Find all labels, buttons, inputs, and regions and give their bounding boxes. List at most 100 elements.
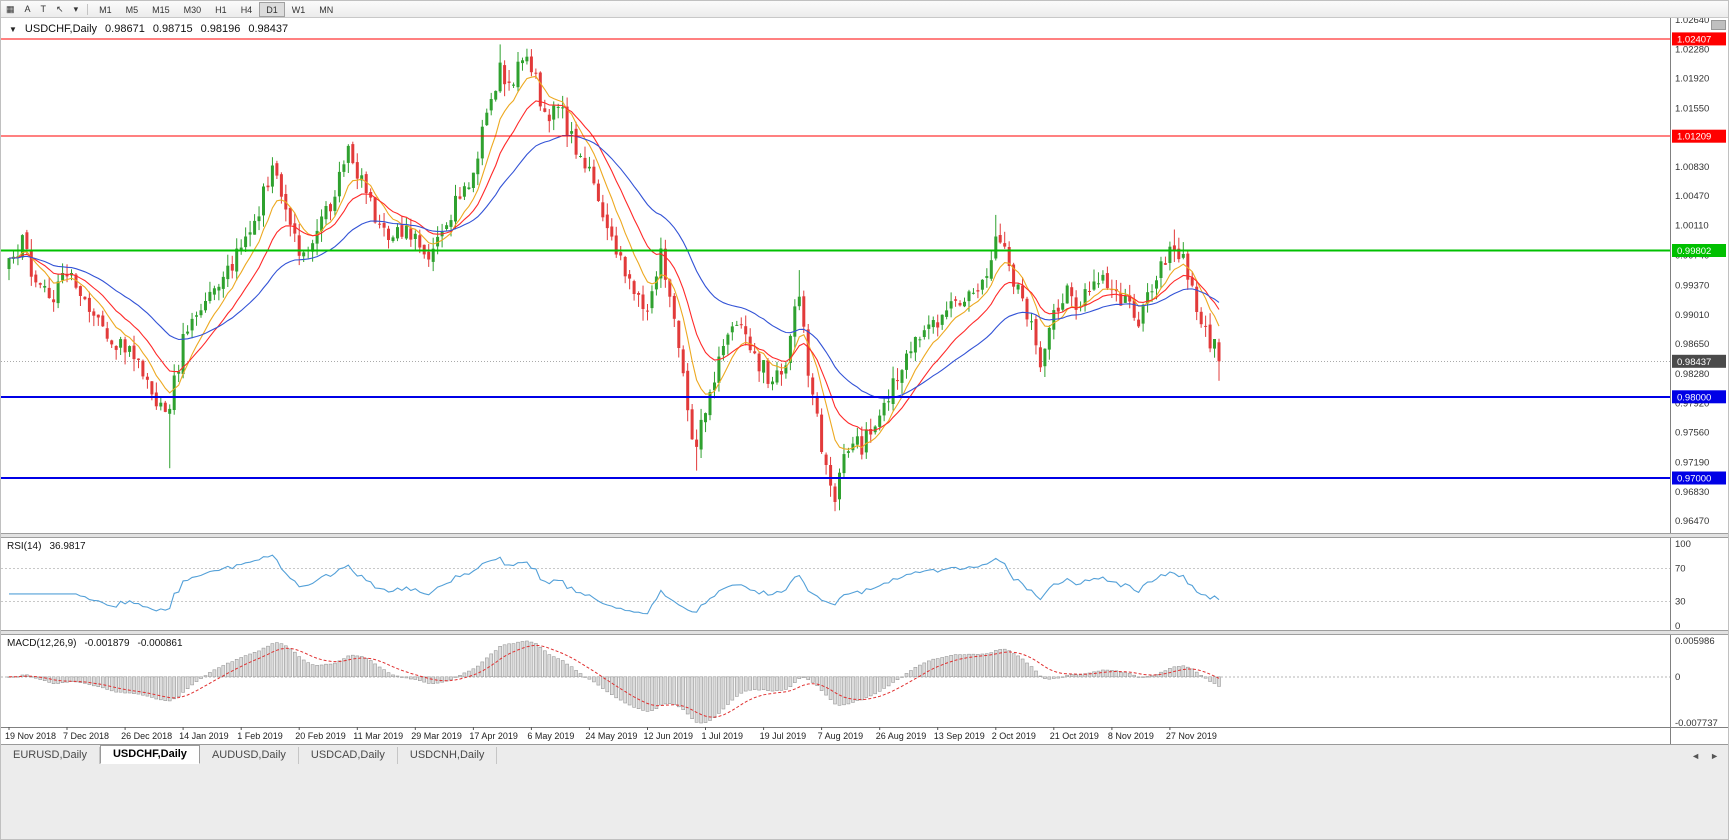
mid-ma-line	[8, 100, 1220, 431]
timeframe-button-d1[interactable]: D1	[259, 1, 285, 17]
date-tick-label: 19 Jul 2019	[760, 731, 807, 741]
svg-text:1.00470: 1.00470	[1675, 191, 1709, 202]
chart-tab-usdchf[interactable]: USDCHF,Daily	[99, 745, 200, 764]
date-tick-label: 19 Nov 2018	[5, 731, 56, 741]
svg-text:0: 0	[1675, 621, 1680, 630]
axis-top-marker[interactable]	[1711, 20, 1726, 30]
rsi-label: RSI(14) 36.9817	[7, 541, 86, 552]
date-tick-label: 27 Nov 2019	[1166, 731, 1217, 741]
slow-ma-line	[8, 134, 1220, 399]
chart-tab-usdcnh[interactable]: USDCNH,Daily	[398, 747, 498, 764]
date-tick-label: 6 May 2019	[527, 731, 574, 741]
panel-splitter-rsi[interactable]	[1, 533, 1728, 538]
svg-text:0: 0	[1675, 672, 1680, 683]
toolbar-separator	[87, 3, 89, 15]
chart-tab-usdcad[interactable]: USDCAD,Daily	[299, 747, 398, 764]
timeframe-button-h1[interactable]: H1	[215, 4, 227, 15]
cursor-tool-icon[interactable]: ↖	[56, 3, 64, 14]
tab-scroll-left-button[interactable]: ◄	[1691, 751, 1701, 761]
macd-axis[interactable]: 0.005986 0 -0.007737	[1675, 636, 1718, 727]
timeframe-button-w1[interactable]: W1	[291, 4, 306, 15]
timeframe-button-mn[interactable]: MN	[319, 4, 334, 15]
macd-signal-value: -0.000861	[137, 638, 183, 649]
date-tick-label: 24 May 2019	[585, 731, 637, 741]
macd-histogram	[7, 640, 1221, 724]
svg-text:1.02280: 1.02280	[1675, 44, 1709, 55]
chart-menu-icon[interactable]: ▼	[9, 24, 17, 34]
svg-text:-0.007737: -0.007737	[1675, 718, 1718, 727]
price-axis[interactable]: 1.026401.022801.019201.015501.011901.008…	[1675, 18, 1709, 527]
date-tick-label: 26 Dec 2018	[121, 731, 172, 741]
macd-plot[interactable]: 0.005986 0 -0.007737	[1, 635, 1729, 727]
chart-tab-bar: EURUSD,Daily USDCHF,Daily AUDUSD,Daily USDC…	[1, 744, 1728, 764]
chart-grid-icon[interactable]: ▦	[6, 3, 15, 14]
svg-text:70: 70	[1675, 564, 1686, 575]
time-axis[interactable]: 19 Nov 2018 7 Dec 2018 26 Dec 2018 14 Jan 2…	[1, 727, 1728, 744]
svg-text:1.00830: 1.00830	[1675, 162, 1709, 173]
chart-plot[interactable]: 1.026401.022801.019201.015501.011901.008…	[1, 18, 1729, 533]
svg-text:0.97190: 0.97190	[1675, 458, 1709, 469]
rsi-indicator-value: 36.9817	[49, 541, 86, 552]
timeframe-button-m15[interactable]: M15	[152, 4, 170, 15]
svg-text:100: 100	[1675, 539, 1691, 550]
rsi-indicator-name: RSI(14)	[7, 541, 42, 552]
date-tick-label: 20 Feb 2019	[295, 731, 346, 741]
rsi-panel[interactable]: 100 70 30 0 RSI(14) 36.9817	[1, 538, 1729, 630]
price-badge-1.01209[interactable]: 1.01209	[1672, 129, 1726, 143]
macd-indicator-value: -0.001879	[84, 638, 130, 649]
svg-text:0.96470: 0.96470	[1675, 516, 1709, 527]
annotation-a-icon[interactable]: A	[24, 3, 31, 14]
svg-text:1.01550: 1.01550	[1675, 104, 1709, 115]
macd-panel[interactable]: 0.005986 0 -0.007737 MACD(12,26,9) -0.0018…	[1, 635, 1729, 727]
tab-scroll-nav: ◄ ►	[1688, 750, 1728, 764]
main-chart-panel[interactable]: 1.026401.022801.019201.015501.011901.008…	[1, 18, 1729, 533]
chart-tab-audusd[interactable]: AUDUSD,Daily	[200, 747, 299, 764]
date-tick-label: 1 Feb 2019	[237, 731, 283, 741]
date-tick-label: 29 Mar 2019	[411, 731, 462, 741]
date-tick-label: 17 Apr 2019	[469, 731, 518, 741]
svg-text:0.98437: 0.98437	[1677, 357, 1711, 368]
svg-text:0.98650: 0.98650	[1675, 339, 1709, 350]
svg-text:30: 30	[1675, 596, 1686, 607]
timeframe-button-m5[interactable]: M5	[125, 4, 139, 15]
tool-dropdown-caret-icon[interactable]: ▾	[73, 3, 79, 14]
price-badge-1.02407[interactable]: 1.02407	[1672, 32, 1726, 46]
svg-text:0.97000: 0.97000	[1677, 474, 1711, 485]
timeframe-button-m30[interactable]: M30	[183, 4, 202, 15]
chart-tab-eurusd[interactable]: EURUSD,Daily	[1, 747, 100, 764]
ohlc-high: 0.98715	[152, 23, 193, 35]
panel-splitter-macd[interactable]	[1, 630, 1728, 635]
tab-scroll-right-button[interactable]: ►	[1710, 751, 1719, 761]
timeframe-button-h4[interactable]: H4	[240, 4, 253, 15]
price-badge-0.97000[interactable]: 0.97000	[1672, 471, 1726, 485]
svg-text:0.97560: 0.97560	[1675, 428, 1709, 439]
candles-layer	[7, 44, 1221, 512]
toolbar: ▦ A T ↖ ▾ M1 M5 M15 M30 H1 H4 D1 W1 MN	[1, 1, 1728, 18]
date-tick-label: 11 Mar 2019	[353, 731, 403, 741]
date-tick-label: 13 Sep 2019	[934, 731, 985, 741]
price-badge-0.98000[interactable]: 0.98000	[1672, 390, 1726, 404]
svg-text:1.02407: 1.02407	[1677, 34, 1711, 45]
ohlc-open: 0.98671	[105, 23, 145, 35]
svg-text:0.99370: 0.99370	[1675, 281, 1709, 292]
price-badge-0.99802[interactable]: 0.99802	[1672, 244, 1726, 257]
fast-ma-line	[8, 75, 1220, 450]
price-badge-0.98437[interactable]: 0.98437	[1672, 354, 1726, 368]
timeframe-button-m1[interactable]: M1	[99, 4, 112, 15]
rsi-plot[interactable]: 100 70 30 0	[1, 538, 1729, 630]
date-tick-label: 8 Nov 2019	[1108, 731, 1154, 741]
date-tick-label: 21 Oct 2019	[1050, 731, 1099, 741]
date-tick-label: 7 Dec 2018	[63, 731, 109, 741]
rsi-axis[interactable]: 100 70 30 0	[1675, 539, 1691, 630]
macd-signal-line	[9, 644, 1220, 718]
text-tool-icon[interactable]: T	[40, 3, 47, 14]
chart-symbol-label: USDCHF,Daily	[24, 23, 98, 35]
svg-text:0.98000: 0.98000	[1677, 392, 1711, 403]
ohlc-low: 0.98196	[200, 23, 241, 35]
date-tick-label: 26 Aug 2019	[876, 731, 927, 741]
tab-items: EURUSD,Daily USDCHF,Daily AUDUSD,Daily USDC…	[1, 745, 498, 764]
svg-text:0.99802: 0.99802	[1677, 246, 1711, 257]
svg-text:0.98280: 0.98280	[1675, 369, 1709, 380]
svg-text:0.97920: 0.97920	[1675, 398, 1709, 409]
